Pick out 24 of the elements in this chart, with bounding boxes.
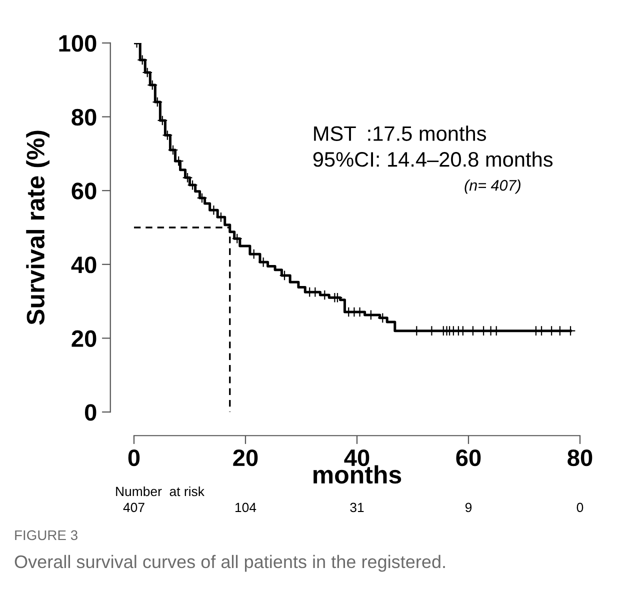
x-tick-label: 20	[233, 449, 258, 466]
x-tick-label: 60	[456, 449, 481, 466]
y-tick-label: 60	[72, 182, 96, 200]
x-tick-label: 40	[344, 449, 370, 466]
x-tick-label: 80	[568, 449, 592, 466]
y-tick-label: 0	[84, 404, 96, 421]
text: 0	[576, 502, 584, 512]
y-axis-title: Survival rate (%)	[26, 130, 50, 325]
y-tick-label: 20	[72, 330, 96, 347]
text: 9	[465, 502, 472, 512]
x-tick-label: 0	[128, 449, 140, 466]
text: Number at risk	[116, 486, 204, 496]
y-tick-label: 80	[72, 108, 96, 126]
caption: FIGURE 3	[15, 530, 78, 540]
annotation: MST :17.5 months	[314, 126, 486, 141]
text: Overall survival curves of all patients in the registered.	[14, 554, 445, 572]
text: 407	[123, 502, 144, 512]
x-axis-title: months	[314, 465, 402, 484]
annotation: (n= 407)	[464, 180, 520, 194]
text: 31	[350, 502, 364, 512]
y-tick-label: 40	[71, 256, 96, 274]
y-tick-label: 100	[59, 35, 96, 52]
text: 104	[235, 502, 256, 512]
annotation: 95%CI: 14.4–20.8 months	[313, 152, 553, 167]
